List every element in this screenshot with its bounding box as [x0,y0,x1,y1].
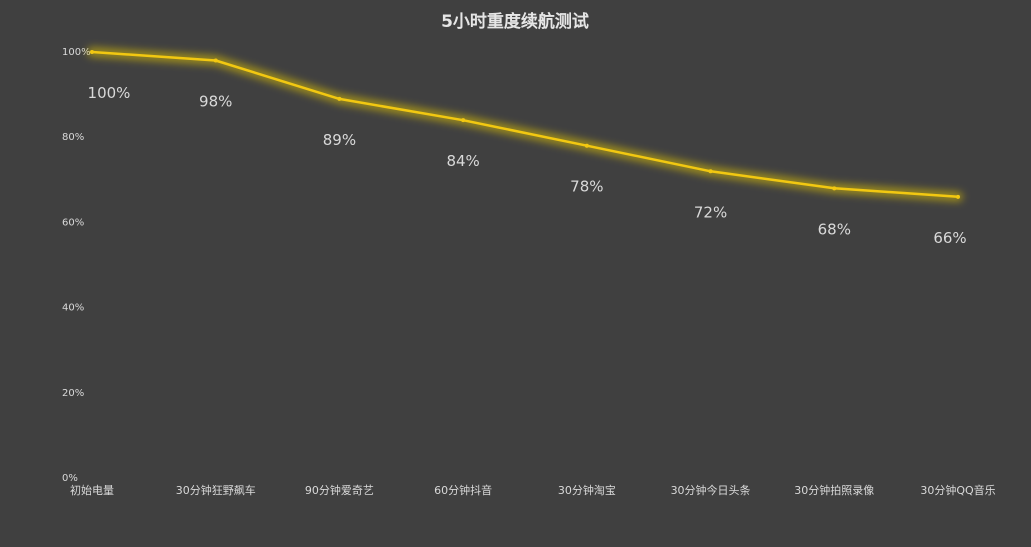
data-point [708,169,713,174]
x-tick-label: 30分钟拍照录像 [794,483,874,497]
data-point [90,50,94,54]
data-point [461,118,466,123]
series-line-glow [87,47,963,202]
y-tick-label: 20% [62,388,84,399]
x-tick-label: 30分钟狂野飙车 [176,483,256,497]
x-tick-label: 30分钟QQ音乐 [920,483,995,497]
data-label: 78% [570,178,603,196]
data-label: 72% [694,203,727,221]
chart-title: 5小时重度续航测试 [441,11,589,32]
data-label: 89% [323,131,356,149]
x-tick-label: 60分钟抖音 [434,483,492,497]
data-label: 100% [88,84,131,102]
x-tick-label: 90分钟爱奇艺 [305,483,374,497]
series-line-layer [87,47,963,202]
data-label: 84% [446,152,479,170]
data-point [213,58,218,63]
data-label: 68% [818,220,851,238]
x-tick-label: 30分钟淘宝 [558,483,616,497]
x-tick-label: 30分钟今日头条 [671,483,751,497]
data-label: 98% [199,93,232,111]
data-label: 66% [933,229,966,247]
data-labels: 100% 98% 89% 84% 78% 72% 68% 66% [88,84,967,247]
data-point [956,194,960,199]
x-axis-labels: 初始电量 30分钟狂野飙车 90分钟爱奇艺 60分钟抖音 30分钟淘宝 30分钟今日头条 3… [70,483,996,497]
x-tick-label: 初始电量 [70,483,114,497]
data-point [584,143,589,148]
y-tick-label: 80% [62,132,84,143]
data-point [337,96,342,101]
series-line [90,50,960,199]
y-axis-ticks: 0% 20% 40% 60% 80% 100% [62,47,91,484]
y-tick-label: 40% [62,303,84,314]
y-tick-label: 0% [62,473,78,484]
data-point [832,186,837,191]
y-tick-label: 60% [62,217,84,228]
y-tick-label: 100% [62,47,91,58]
